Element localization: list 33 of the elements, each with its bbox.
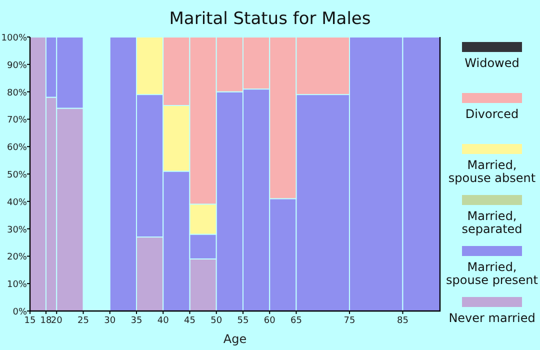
y-tick-label: 90% bbox=[6, 60, 28, 71]
series-label: Married, spouse present bbox=[446, 260, 538, 287]
x-tick-label: 50 bbox=[210, 316, 222, 326]
legend-label: Never married bbox=[448, 311, 536, 325]
chart-title: Marital Status for Males bbox=[169, 9, 371, 29]
y-tick-label: 80% bbox=[6, 88, 28, 98]
y-tick-label: 30% bbox=[6, 225, 28, 236]
legend-label: Married, separated bbox=[462, 209, 522, 236]
x-tick-label: 30 bbox=[104, 316, 116, 326]
x-tick-label: 65 bbox=[290, 316, 302, 326]
y-tick-label: 70% bbox=[6, 116, 28, 126]
x-tick-label: 55 bbox=[237, 316, 249, 326]
x-tick-label: 75 bbox=[344, 316, 356, 326]
x-tick-label: 18 bbox=[40, 316, 52, 326]
x-tick-label: 45 bbox=[184, 316, 196, 326]
x-tick-label: 25 bbox=[78, 316, 89, 326]
x-axis-title: Age bbox=[223, 332, 247, 346]
y-tick-label: 50% bbox=[6, 170, 28, 180]
legend-label: Widowed bbox=[464, 56, 520, 70]
y-tick-label: 40% bbox=[6, 198, 28, 208]
y-tick-label: 0% bbox=[12, 308, 28, 318]
x-tick-label: 15 bbox=[24, 316, 36, 326]
x-tick-label: 40 bbox=[157, 316, 170, 326]
x-tick-label: 60 bbox=[264, 316, 276, 326]
y-tick-label: 10% bbox=[6, 280, 28, 290]
y-tick-label: 60% bbox=[6, 143, 28, 154]
x-tick-label: 20 bbox=[50, 316, 63, 326]
legend-label: Married, spouse absent bbox=[448, 158, 536, 185]
legend-label: Divorced bbox=[465, 107, 519, 121]
y-tick-label: 20% bbox=[6, 252, 28, 263]
y-tick-label: 100% bbox=[1, 34, 28, 44]
x-tick-label: 35 bbox=[130, 316, 142, 326]
x-tick-label: 85 bbox=[397, 316, 408, 326]
